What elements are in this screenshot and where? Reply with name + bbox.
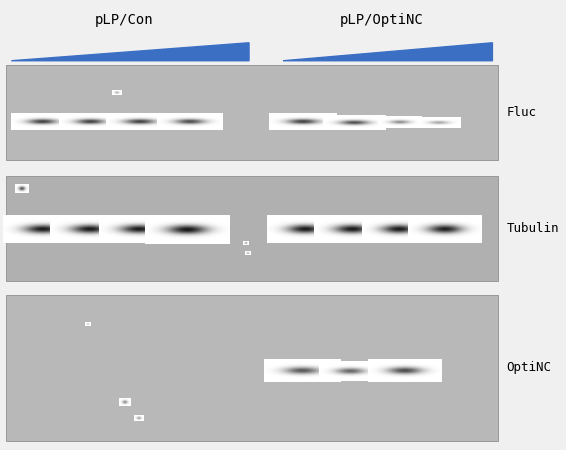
- Text: OptiNC: OptiNC: [507, 361, 552, 374]
- Polygon shape: [283, 43, 492, 61]
- Text: pLP/OptiNC: pLP/OptiNC: [340, 13, 424, 27]
- Bar: [6, 295, 498, 441]
- Text: pLP/Con: pLP/Con: [95, 13, 154, 27]
- Bar: [6, 65, 498, 160]
- Text: Fluc: Fluc: [507, 106, 537, 119]
- Bar: [6, 176, 498, 281]
- Text: Tubulin: Tubulin: [507, 222, 559, 235]
- Polygon shape: [11, 43, 249, 61]
